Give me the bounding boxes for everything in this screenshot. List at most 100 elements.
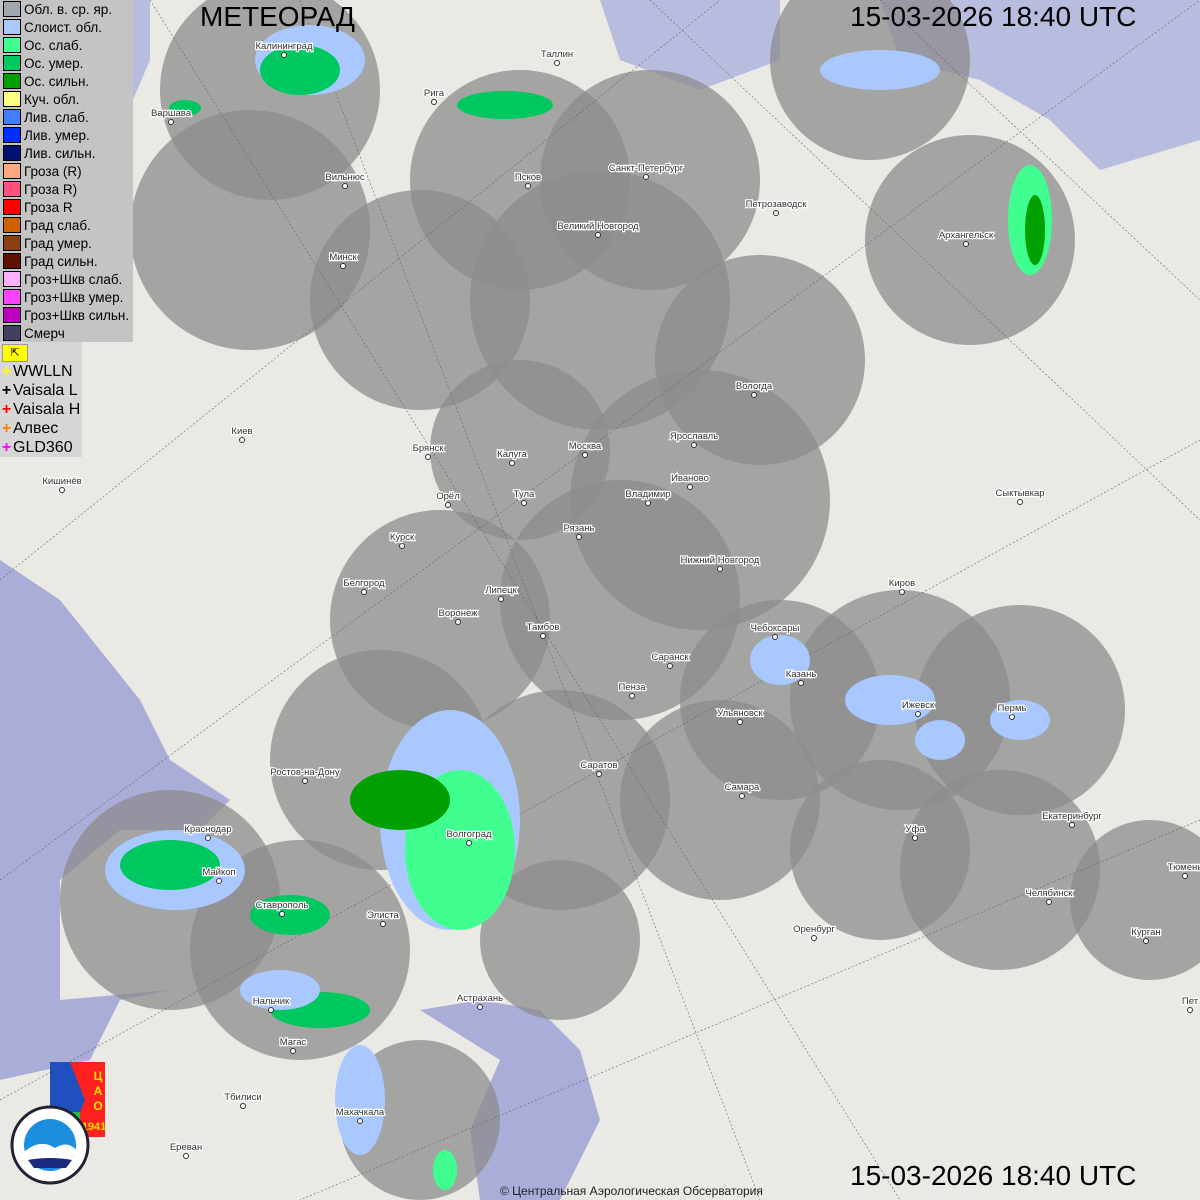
- svg-text:А: А: [94, 1084, 103, 1098]
- legend-label: Гроз+Шкв сильн.: [24, 307, 130, 323]
- city-marker: Саранск: [650, 651, 691, 669]
- city-dot: [811, 935, 817, 941]
- legend-label: Град умер.: [24, 235, 92, 251]
- legend-item: Ос. слаб.: [0, 36, 133, 54]
- city-marker: Великий Новгород: [556, 220, 640, 238]
- legend-swatch: [3, 253, 21, 269]
- legend-item: Гроза R): [0, 180, 133, 198]
- city-label: Уфа: [905, 824, 925, 835]
- city-dot: [168, 119, 174, 125]
- legend-label: Град слаб.: [24, 217, 91, 233]
- city-dot: [240, 1103, 246, 1109]
- city-dot: [216, 878, 222, 884]
- city-marker: Элиста: [366, 909, 401, 927]
- city-dot: [773, 210, 779, 216]
- legend-item: Ос. умер.: [0, 54, 133, 72]
- lightning-toggle-icon[interactable]: ⇱: [2, 344, 28, 362]
- city-dot: [717, 566, 723, 572]
- legend-swatch: [3, 1, 21, 17]
- city-dot: [576, 534, 582, 540]
- city-label: Астрахань: [457, 993, 503, 1004]
- city-label: Махачкала: [336, 1107, 385, 1118]
- city-dot: [915, 711, 921, 717]
- precipitation-echo: [250, 895, 330, 935]
- city-dot: [1017, 499, 1023, 505]
- legend-item: Гроз+Шкв сильн.: [0, 306, 133, 324]
- legend-label: Ос. сильн.: [24, 73, 90, 89]
- city-marker: Вильнюс: [324, 171, 366, 189]
- precipitation-echo: [350, 770, 450, 830]
- city-marker: Ставрополь: [254, 899, 310, 917]
- city-dot: [739, 793, 745, 799]
- city-marker: Пермь: [996, 702, 1028, 720]
- city-dot: [963, 241, 969, 247]
- precipitation-echoes: [105, 25, 1052, 1190]
- city-label: Майкоп: [202, 867, 235, 878]
- city-label: Минск: [329, 252, 357, 263]
- city-label: Тбилиси: [224, 1092, 261, 1103]
- lightning-item: + Vaisala L: [0, 381, 82, 400]
- city-dot: [340, 263, 346, 269]
- city-marker: Махачкала: [335, 1106, 386, 1124]
- city-dot: [455, 619, 461, 625]
- city-label: Волгоград: [446, 829, 492, 840]
- legend-swatch: [3, 163, 21, 179]
- city-dot: [1143, 938, 1149, 944]
- city-marker: Тамбов: [525, 621, 561, 639]
- legend-label: Ос. умер.: [24, 55, 84, 71]
- city-dot: [342, 183, 348, 189]
- legend-item: Град слаб.: [0, 216, 133, 234]
- svg-text:1941: 1941: [82, 1121, 106, 1133]
- city-dot: [582, 452, 588, 458]
- city-marker: Челябинск: [1024, 887, 1075, 905]
- city-dot: [445, 502, 451, 508]
- city-label: Таллин: [541, 49, 573, 60]
- legend-swatch: [3, 325, 21, 341]
- city-marker: Киров: [888, 577, 916, 595]
- city-label: Пермь: [998, 703, 1027, 714]
- city-dot: [687, 484, 693, 490]
- city-dot: [596, 771, 602, 777]
- city-dot: [772, 634, 778, 640]
- legend-swatch: [3, 19, 21, 35]
- city-marker: Ульяновск: [716, 707, 765, 725]
- city-label: Ставрополь: [256, 900, 309, 911]
- city-marker: Уфа: [904, 823, 927, 841]
- legend-label: Гроза (R): [24, 163, 82, 179]
- city-dot: [399, 543, 405, 549]
- city-label: Калуга: [497, 449, 527, 460]
- city-dot: [667, 663, 673, 669]
- city-dot: [477, 1004, 483, 1010]
- precipitation-echo: [915, 720, 965, 760]
- city-dot: [281, 52, 287, 58]
- precipitation-echo: [750, 635, 810, 685]
- precipitation-echo: [335, 1045, 385, 1155]
- city-label: Рига: [424, 88, 445, 99]
- city-dot: [357, 1118, 363, 1124]
- legend-swatch: [3, 199, 21, 215]
- legend-item: Ос. сильн.: [0, 72, 133, 90]
- app-title: МЕТЕОРАД: [200, 1, 355, 32]
- city-label: Ростов-на-Дону: [270, 767, 339, 778]
- city-marker: Архангельск: [938, 229, 995, 247]
- radar-coverage-circle: [620, 700, 820, 900]
- city-label: Элиста: [367, 910, 399, 921]
- city-marker: Екатеринбург: [1041, 810, 1104, 828]
- city-marker: Воронеж: [437, 607, 479, 625]
- legend-swatch: [3, 145, 21, 161]
- city-label: Пет: [1182, 996, 1199, 1007]
- precipitation-echo: [240, 970, 320, 1010]
- precipitation-echo: [845, 675, 935, 725]
- city-label: Ереван: [170, 1142, 202, 1153]
- city-dot: [645, 500, 651, 506]
- city-label: Москва: [569, 441, 602, 452]
- precipitation-echo: [120, 840, 220, 890]
- legend-swatch: [3, 109, 21, 125]
- city-label: Орёл: [436, 491, 460, 502]
- city-label: Киров: [889, 578, 915, 589]
- city-dot: [798, 680, 804, 686]
- city-dot: [643, 174, 649, 180]
- legend-item: Лив. слаб.: [0, 108, 133, 126]
- city-label: Иваново: [671, 473, 709, 484]
